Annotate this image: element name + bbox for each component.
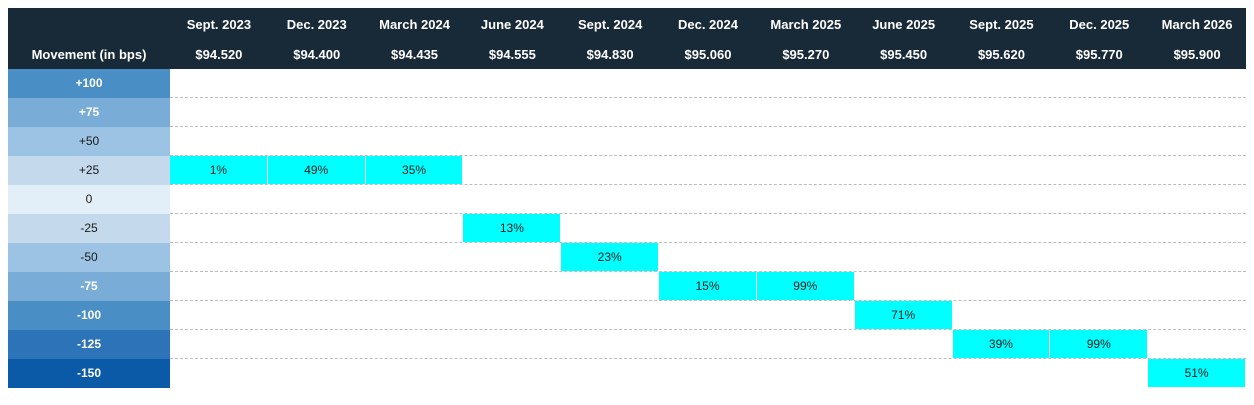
row-label: -100 bbox=[8, 301, 170, 330]
column-meeting-label: June 2024 bbox=[480, 17, 544, 32]
column-meeting-label: Sept. 2024 bbox=[578, 17, 643, 32]
grid-line bbox=[170, 97, 1246, 98]
grid-line bbox=[170, 242, 1246, 243]
row-label: -150 bbox=[8, 359, 170, 388]
column-meeting-label: Dec. 2024 bbox=[677, 17, 738, 32]
column-meeting-label: Sept. 2023 bbox=[186, 17, 252, 32]
probability-cell: 39% bbox=[952, 330, 1051, 358]
probability-cell: 23% bbox=[561, 243, 660, 271]
column-meeting-label: Dec. 2023 bbox=[286, 17, 347, 32]
movement-axis-label: Movement (in bps) bbox=[31, 47, 147, 62]
row-label: +25 bbox=[8, 156, 170, 185]
column-meeting-label: Dec. 2025 bbox=[1069, 17, 1130, 32]
rate-probability-table: Movement (in bps) Sept. 2023 $94.520 Dec. … bbox=[8, 8, 1246, 390]
column-meeting-label: March 2024 bbox=[379, 17, 450, 32]
column-price-label: $94.400 bbox=[293, 47, 341, 62]
grid-line bbox=[170, 155, 1246, 156]
column-price-label: $95.900 bbox=[1173, 47, 1221, 62]
column-price-label: $94.435 bbox=[391, 47, 439, 62]
column-meeting-label: March 2026 bbox=[1161, 17, 1233, 32]
probability-cell: 71% bbox=[854, 301, 953, 329]
row-label: -125 bbox=[8, 330, 170, 359]
probability-cell: 35% bbox=[365, 156, 464, 184]
column-price-label: $94.520 bbox=[195, 47, 243, 62]
column-meeting-label: Sept. 2025 bbox=[969, 17, 1034, 32]
table-header bbox=[8, 8, 1246, 69]
column-price-label: $95.270 bbox=[782, 47, 830, 62]
grid-line bbox=[170, 184, 1246, 185]
column-price-label: $94.830 bbox=[586, 47, 634, 62]
probability-cell: 15% bbox=[659, 272, 757, 300]
row-label: +50 bbox=[8, 127, 170, 156]
grid-line bbox=[170, 329, 1246, 330]
row-label: +75 bbox=[8, 98, 170, 127]
probability-cell: 49% bbox=[267, 156, 366, 184]
probability-cell: 99% bbox=[1050, 330, 1149, 358]
column-price-label: $95.770 bbox=[1075, 47, 1123, 62]
probability-cell: 99% bbox=[756, 272, 855, 300]
column-meeting-label: March 2025 bbox=[770, 17, 842, 32]
column-price-label: $94.555 bbox=[488, 47, 536, 62]
row-label: 0 bbox=[8, 185, 170, 214]
column-price-label: $95.620 bbox=[977, 47, 1025, 62]
grid-line bbox=[170, 358, 1246, 359]
row-label: -50 bbox=[8, 243, 170, 272]
grid-line bbox=[170, 213, 1246, 214]
column-meeting-label: June 2025 bbox=[872, 17, 936, 32]
probability-cell: 51% bbox=[1148, 359, 1246, 387]
row-label: -25 bbox=[8, 214, 170, 243]
probability-cell: 13% bbox=[463, 214, 562, 242]
column-price-label: $95.450 bbox=[880, 47, 928, 62]
grid-line bbox=[170, 271, 1246, 272]
row-label: -75 bbox=[8, 272, 170, 301]
grid-line bbox=[170, 126, 1246, 127]
column-price-label: $95.060 bbox=[684, 47, 732, 62]
row-label: +100 bbox=[8, 69, 170, 98]
probability-cell: 1% bbox=[170, 156, 268, 184]
grid-line bbox=[170, 300, 1246, 301]
